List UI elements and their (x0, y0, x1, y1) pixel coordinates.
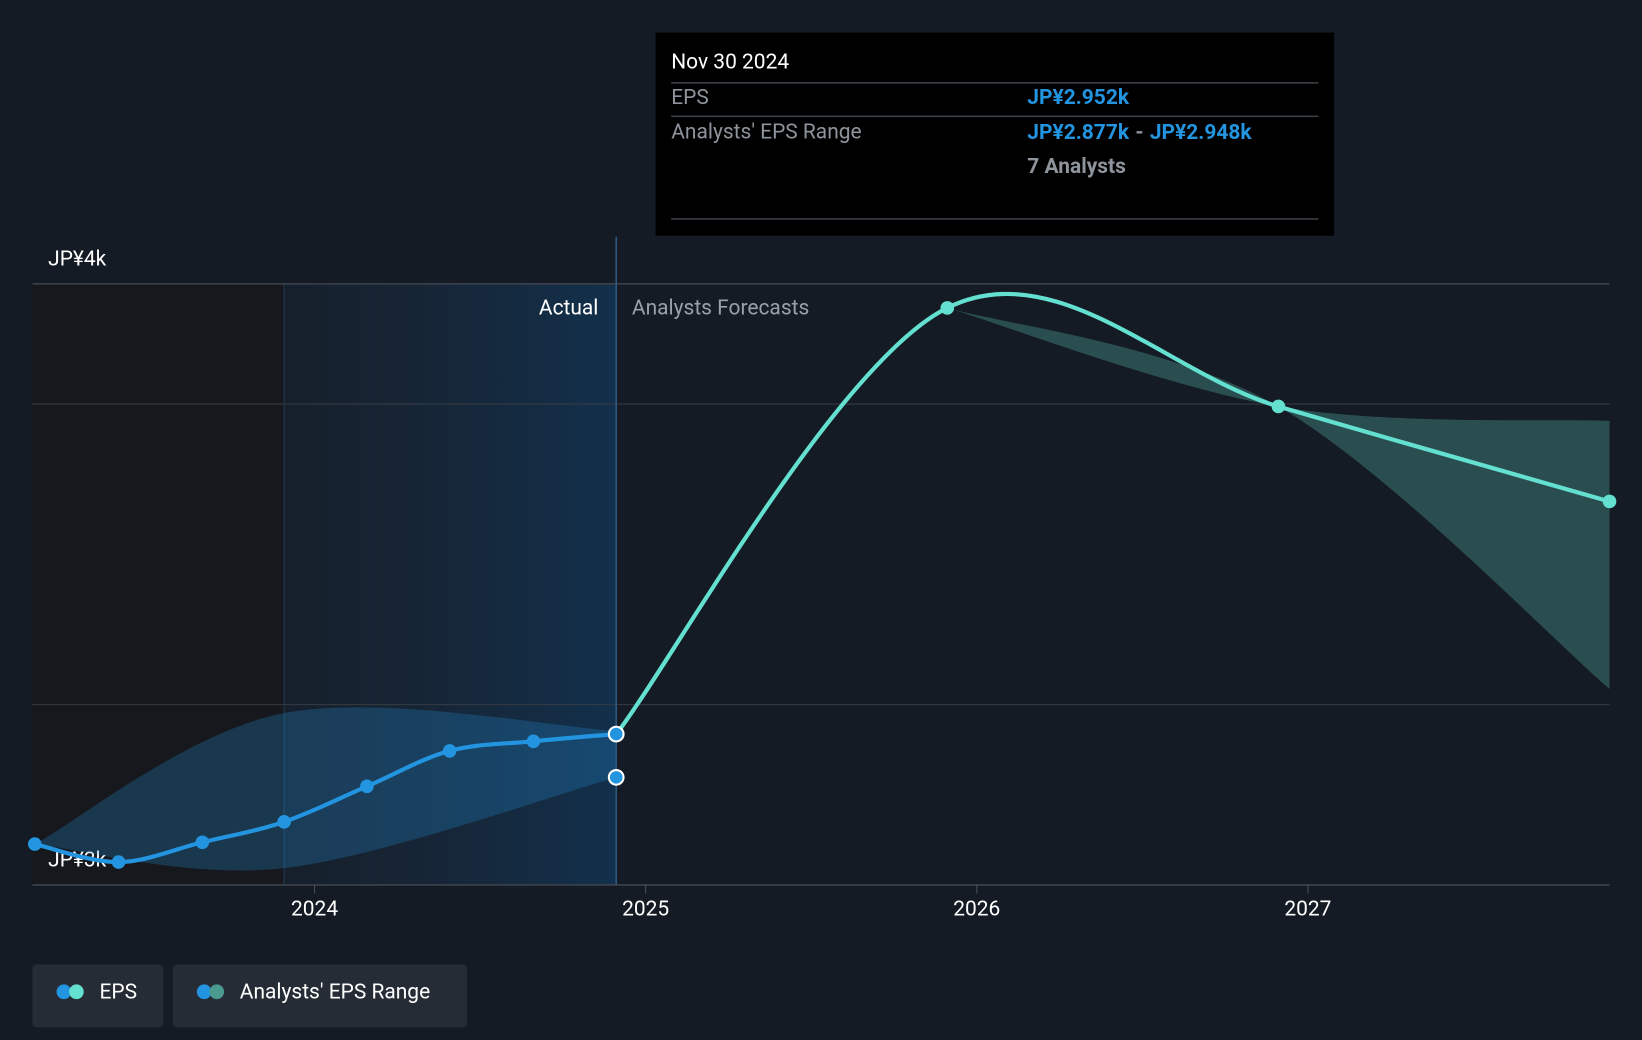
tooltip-box (655, 32, 1335, 236)
tooltip-note: 7 Analysts (1027, 155, 1126, 179)
tooltip-label: Analysts' EPS Range (671, 121, 861, 145)
eps-point (1271, 399, 1286, 414)
tooltip-range-separator: - (1135, 121, 1143, 145)
x-tick-label: 2024 (291, 898, 338, 922)
legend-swatch (196, 984, 212, 1000)
y-tick-label: JP¥4k (48, 247, 107, 271)
range-band (947, 307, 1610, 689)
eps-point (442, 744, 457, 758)
eps-point (940, 301, 955, 315)
tooltip-range: JP¥2.877k - JP¥2.948k (1027, 121, 1252, 145)
eps-point (1602, 494, 1617, 509)
legend-label: Analysts' EPS Range (240, 980, 430, 1004)
eps-point (27, 837, 42, 851)
x-tick-label: 2026 (953, 898, 1000, 922)
tooltip-label: EPS (671, 86, 709, 110)
eps-point (277, 815, 291, 829)
eps-line (614, 291, 1612, 737)
past-region (32, 283, 285, 885)
x-tick-label: 2025 (622, 898, 669, 922)
eps-line (32, 731, 619, 865)
legend-swatch (69, 984, 84, 1000)
actual-label: Actual (539, 297, 599, 321)
legend-label: EPS (99, 980, 137, 1004)
legend-box (172, 964, 468, 1028)
forecast-label: Analysts Forecasts (632, 297, 809, 321)
highlight-region (284, 283, 617, 885)
tooltip-value: JP¥2.952k (1027, 86, 1130, 110)
tooltip-range-high: JP¥2.948k (1150, 121, 1253, 145)
range-low-point (607, 768, 625, 786)
eps-point (360, 779, 374, 794)
eps-point (111, 855, 126, 869)
legend-box (32, 964, 164, 1028)
tooltip: Nov 30 2024 EPS JP¥2.952k Analysts' EPS Ran… (655, 32, 1335, 236)
eps-point (526, 734, 541, 749)
x-tick-label: 2027 (1284, 898, 1331, 922)
legend-swatch (56, 984, 72, 1000)
eps-point (607, 725, 625, 743)
tooltip-range-low: JP¥2.877k (1027, 121, 1130, 145)
eps-point (195, 835, 210, 850)
tooltip-date: Nov 30 2024 (671, 50, 789, 74)
legend-swatch (209, 984, 225, 1000)
